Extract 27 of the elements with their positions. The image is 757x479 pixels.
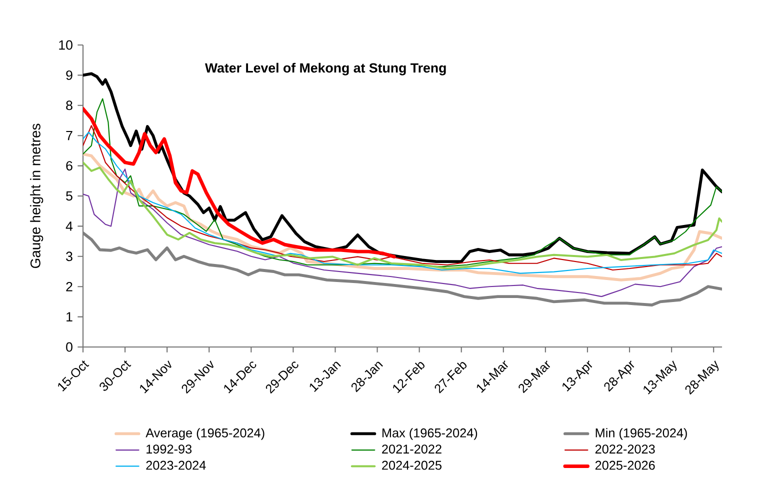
legend-label: 2023-2024 (146, 460, 206, 470)
y-tick-label: 2 (66, 282, 72, 292)
y-tick-label: 4 (66, 222, 73, 231)
y-tick-label: 3 (66, 252, 72, 262)
y-tick-label: 6 (66, 161, 72, 171)
legend-label: Max (1965-2024) (382, 428, 478, 440)
y-tick-label: 5 (66, 191, 72, 201)
legend-label: 2022-2023 (595, 444, 655, 454)
legend-label: Min (1965-2024) (596, 428, 687, 440)
legend-label: 2021-2022 (382, 444, 442, 454)
y-tick-label: 0 (66, 342, 72, 352)
y-tick-label: 8 (66, 100, 72, 110)
y-tick-label: 1 (66, 312, 72, 322)
text: Water Level of Mekong at Stung Treng (204, 62, 446, 76)
y-tick-label: 9 (66, 70, 72, 80)
legend-label: 2025-2026 (595, 460, 655, 470)
line-series (83, 106, 396, 258)
legend-label: Average (1965-2024) (146, 428, 264, 440)
y-tick-label: 10 (59, 40, 72, 50)
y-axis-title: Gauge height in metres (30, 124, 44, 268)
line-series (83, 98, 722, 268)
legend-label: 1992-93 (146, 444, 192, 454)
line-series (83, 168, 722, 298)
line-series (83, 161, 722, 270)
legend-label: 2024-2025 (382, 460, 442, 470)
y-tick-label: 7 (66, 131, 72, 140)
line-series (83, 231, 722, 306)
